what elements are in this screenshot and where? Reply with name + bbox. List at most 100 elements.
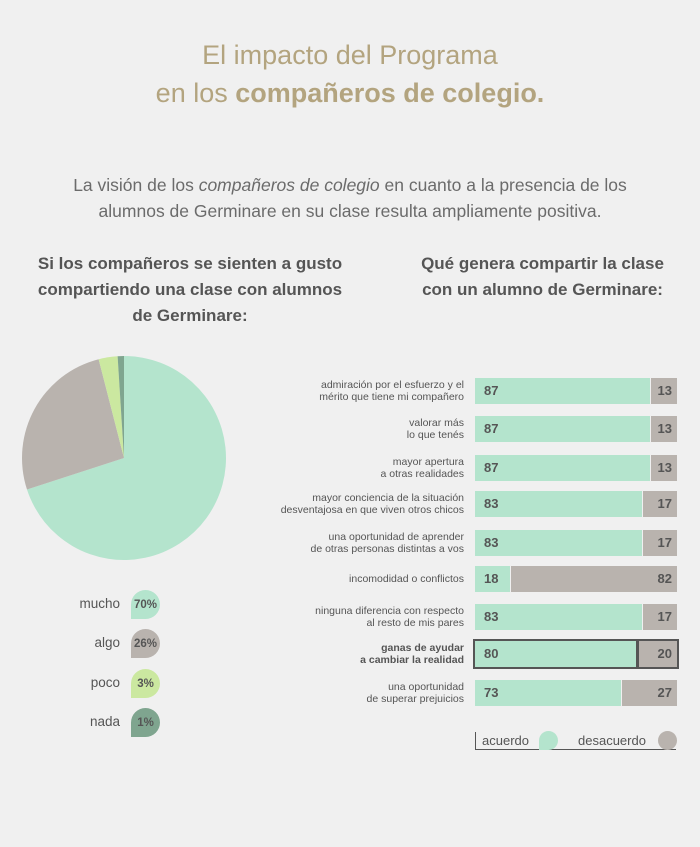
bar-acuerdo bbox=[475, 641, 636, 667]
bar-acuerdo bbox=[475, 416, 650, 442]
bar-label-2: valorar más lo que tenés bbox=[250, 417, 464, 441]
bar-desacuerdo bbox=[642, 491, 677, 517]
bar-row-5: 83 17 bbox=[475, 530, 677, 556]
bar-value-desacuerdo: 17 bbox=[657, 609, 672, 624]
bar-desacuerdo bbox=[650, 455, 677, 481]
pie-legend-badge-poco: 3% bbox=[131, 669, 160, 698]
bar-value-desacuerdo: 13 bbox=[657, 460, 672, 475]
bar-label-line: desventajosa en que viven otros chicos bbox=[280, 504, 464, 516]
bar-row-7: 83 17 bbox=[475, 604, 677, 630]
bar-desacuerdo bbox=[650, 416, 677, 442]
bar-row-9: 73 27 bbox=[475, 680, 677, 706]
intro-part-3: en cuanto a la presencia de los alumnos … bbox=[98, 175, 627, 221]
pie-legend-badge-mucho: 70% bbox=[131, 590, 160, 619]
bar-label-6: incomodidad o conflictos bbox=[250, 573, 464, 585]
bar-acuerdo bbox=[475, 680, 622, 706]
legend-acuerdo-swatch bbox=[539, 731, 558, 750]
bar-label-line: incomodidad o conflictos bbox=[349, 573, 464, 585]
bar-acuerdo bbox=[475, 566, 511, 592]
bar-label-5: una oportunidad de aprender de otras pers… bbox=[250, 531, 464, 555]
bar-label-1: admiración por el esfuerzo y el mérito qu… bbox=[250, 379, 464, 403]
bar-row-2: 87 13 bbox=[475, 416, 677, 442]
pie-legend-label-mucho: mucho bbox=[79, 596, 120, 611]
bar-acuerdo bbox=[475, 378, 650, 404]
bar-row-3: 87 13 bbox=[475, 455, 677, 481]
title-line-2-prefix: en los bbox=[155, 78, 236, 108]
pie-legend-label-poco: poco bbox=[90, 675, 120, 690]
legend-acuerdo-label: acuerdo bbox=[482, 733, 529, 748]
intro-part-2: compañeros de colegio bbox=[198, 175, 380, 195]
bar-label-line: valorar más bbox=[409, 417, 464, 429]
bar-acuerdo bbox=[475, 530, 642, 556]
bar-label-line: mayor conciencia de la situación bbox=[312, 492, 464, 504]
bar-desacuerdo bbox=[642, 604, 677, 630]
bar-desacuerdo bbox=[650, 378, 677, 404]
bar-value-desacuerdo: 13 bbox=[657, 421, 672, 436]
bar-label-line: mayor apertura bbox=[392, 456, 464, 468]
bar-label-line: ninguna diferencia con respecto bbox=[315, 605, 464, 617]
bar-value-acuerdo: 73 bbox=[484, 685, 499, 700]
pie-heading: Si los compañeros se sienten a gusto com… bbox=[37, 254, 343, 325]
bar-row-1: 87 13 bbox=[475, 378, 677, 404]
bar-label-line: admiración por el esfuerzo y el bbox=[321, 379, 464, 391]
bar-value-desacuerdo: 82 bbox=[657, 571, 672, 586]
pie-legend-badge-algo: 26% bbox=[131, 629, 160, 658]
bar-label-7: ninguna diferencia con respecto al resto … bbox=[250, 605, 464, 629]
intro-part-1: La visión de los bbox=[73, 175, 199, 195]
bar-row-6: 18 82 bbox=[475, 566, 677, 592]
title-line-2: en los compañeros de colegio. bbox=[0, 74, 700, 112]
bar-value-desacuerdo: 27 bbox=[657, 685, 672, 700]
pie-legend-label-algo: algo bbox=[94, 635, 120, 650]
bar-desacuerdo bbox=[642, 530, 677, 556]
bar-acuerdo bbox=[475, 604, 642, 630]
pie-chart bbox=[22, 356, 227, 560]
bar-value-acuerdo: 80 bbox=[484, 646, 499, 661]
bar-value-acuerdo: 87 bbox=[484, 460, 499, 475]
bar-desacuerdo bbox=[511, 566, 677, 592]
bar-label-line: lo que tenés bbox=[406, 429, 464, 441]
bar-value-acuerdo: 87 bbox=[484, 383, 499, 398]
bar-label-line: una oportunidad bbox=[388, 681, 464, 693]
bar-label-line: ganas de ayudar bbox=[381, 642, 464, 654]
title-line-2-bold: compañeros de colegio. bbox=[235, 78, 545, 108]
bar-desacuerdo bbox=[636, 641, 677, 667]
bar-legend: acuerdo desacuerdo bbox=[475, 731, 677, 750]
highlight-acuerdo bbox=[473, 639, 638, 669]
bar-acuerdo bbox=[475, 455, 650, 481]
pie-slice-poco bbox=[98, 356, 124, 458]
bar-label-line: a cambiar la realidad bbox=[360, 654, 464, 666]
bar-acuerdo bbox=[475, 491, 642, 517]
bar-label-3: mayor apertura a otras realidades bbox=[250, 456, 464, 480]
bar-label-9: una oportunidad de superar prejuicios bbox=[250, 681, 464, 705]
bar-label-line: mérito que tiene mi compañero bbox=[319, 391, 464, 403]
legend-desacuerdo-swatch bbox=[658, 731, 677, 750]
bar-label-8: ganas de ayudar a cambiar la realidad bbox=[250, 642, 464, 666]
bar-label-line: una oportunidad de aprender bbox=[328, 531, 464, 543]
bar-value-desacuerdo: 17 bbox=[657, 535, 672, 550]
intro-text: La visión de los compañeros de colegio e… bbox=[40, 172, 660, 224]
bar-label-4: mayor conciencia de la situación desventa… bbox=[250, 492, 464, 516]
bar-value-desacuerdo: 13 bbox=[657, 383, 672, 398]
pie-slice-algo bbox=[22, 359, 125, 490]
bar-row-8: 80 20 bbox=[475, 641, 677, 667]
bars-heading: Qué genera compartir la clase con un alu… bbox=[421, 254, 664, 299]
bar-desacuerdo bbox=[622, 680, 677, 706]
bar-label-line: a otras realidades bbox=[380, 468, 464, 480]
pie-slice-nada bbox=[117, 356, 124, 458]
bar-value-acuerdo: 18 bbox=[484, 571, 499, 586]
bar-label-line: al resto de mis pares bbox=[366, 617, 464, 629]
pie-legend-badge-nada: 1% bbox=[131, 708, 160, 737]
title-line-1: El impacto del Programa bbox=[202, 40, 498, 70]
pie-slice-mucho bbox=[26, 356, 227, 560]
bar-value-acuerdo: 83 bbox=[484, 496, 499, 511]
highlight-desacuerdo bbox=[636, 639, 679, 669]
bar-label-line: de otras personas distintas a vos bbox=[310, 543, 464, 555]
bar-value-acuerdo: 83 bbox=[484, 535, 499, 550]
bar-row-4: 83 17 bbox=[475, 491, 677, 517]
bar-value-acuerdo: 83 bbox=[484, 609, 499, 624]
bar-value-desacuerdo: 20 bbox=[657, 646, 672, 661]
bar-label-line: de superar prejuicios bbox=[366, 693, 464, 705]
bar-value-desacuerdo: 17 bbox=[657, 496, 672, 511]
page-title: El impacto del Programa en los compañero… bbox=[0, 36, 700, 112]
pie-legend-label-nada: nada bbox=[89, 714, 120, 729]
